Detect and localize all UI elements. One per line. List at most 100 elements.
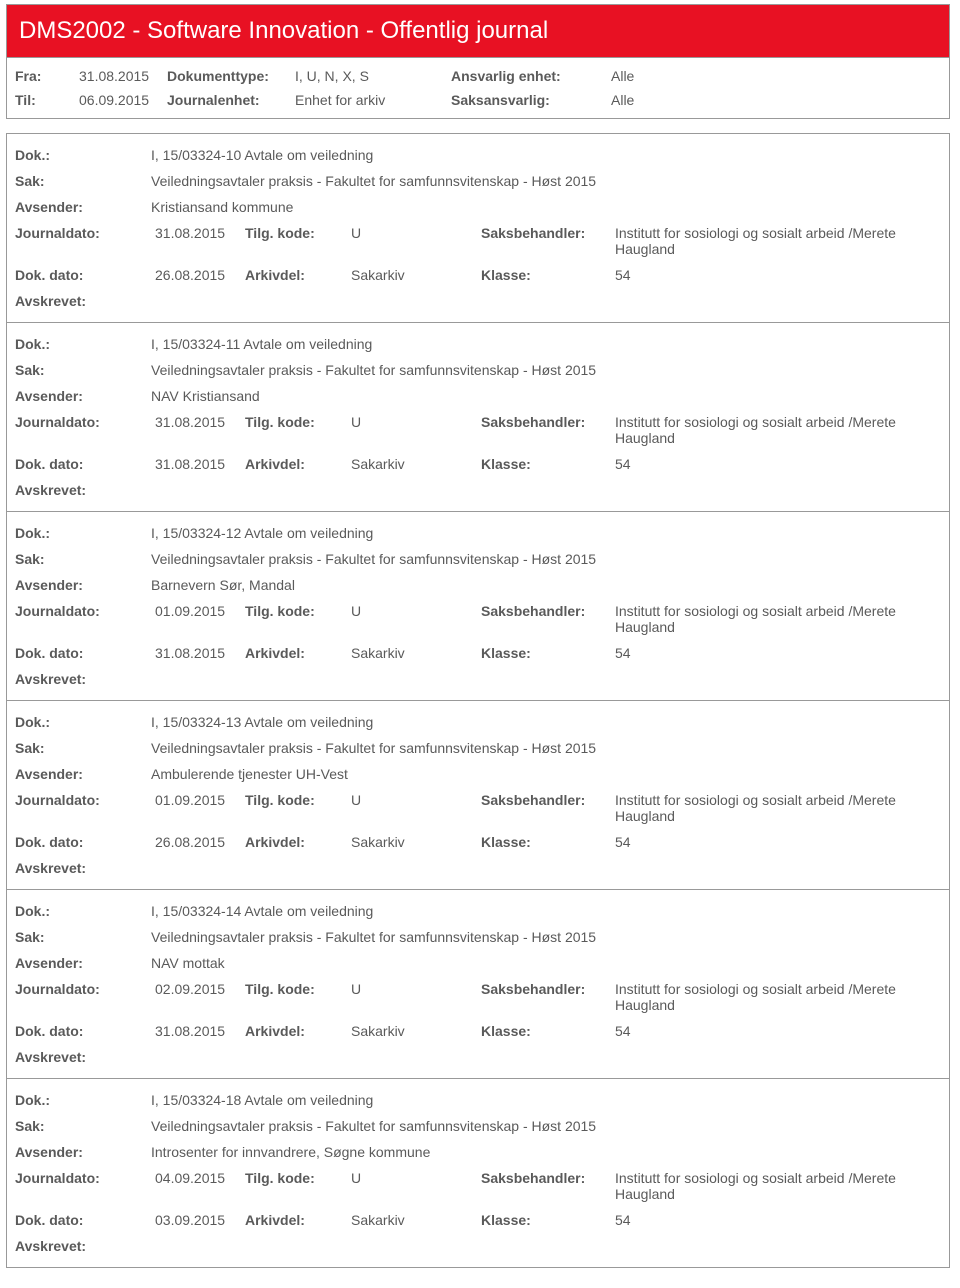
tilg-kode-value: U xyxy=(351,225,481,241)
avsender-value: NAV mottak xyxy=(151,955,225,971)
saksbehandler-value: Institutt for sosiologi og sosialt arbei… xyxy=(615,981,941,1013)
dok-dato-value: 31.08.2015 xyxy=(155,456,245,472)
dok-label: Dok.: xyxy=(15,336,151,352)
saksbehandler-label: Saksbehandler: xyxy=(481,981,615,997)
dok-label: Dok.: xyxy=(15,903,151,919)
sak-label: Sak: xyxy=(15,929,151,945)
dok-value: I, 15/03324-11 Avtale om veiledning xyxy=(151,336,372,352)
journal-entry: Dok.:I, 15/03324-14 Avtale om veiledning… xyxy=(6,890,950,1079)
dokumenttype-label: Dokumenttype: xyxy=(167,68,295,84)
sak-row: Sak:Veiledningsavtaler praksis - Fakulte… xyxy=(7,357,949,383)
saksbehandler-value: Institutt for sosiologi og sosialt arbei… xyxy=(615,792,941,824)
klasse-value: 54 xyxy=(615,645,941,661)
dok-value: I, 15/03324-14 Avtale om veiledning xyxy=(151,903,373,919)
dok-value: I, 15/03324-18 Avtale om veiledning xyxy=(151,1092,373,1108)
meta-row-2: Dok. dato:31.08.2015Arkivdel:SakarkivKla… xyxy=(7,451,949,477)
klasse-label: Klasse: xyxy=(481,267,615,283)
avsender-value: Kristiansand kommune xyxy=(151,199,293,215)
dok-label: Dok.: xyxy=(15,147,151,163)
meta-row-2: Dok. dato:03.09.2015Arkivdel:SakarkivKla… xyxy=(7,1207,949,1233)
dok-label: Dok.: xyxy=(15,714,151,730)
avskrevet-row: Avskrevet: xyxy=(7,1044,949,1070)
sak-label: Sak: xyxy=(15,551,151,567)
avsender-label: Avsender: xyxy=(15,1144,151,1160)
saksbehandler-label: Saksbehandler: xyxy=(481,414,615,430)
tilg-kode-value: U xyxy=(351,1170,481,1186)
saksbehandler-value: Institutt for sosiologi og sosialt arbei… xyxy=(615,225,941,257)
fra-value: 31.08.2015 xyxy=(79,68,167,84)
dok-row: Dok.:I, 15/03324-13 Avtale om veiledning xyxy=(7,709,949,735)
tilg-kode-label: Tilg. kode: xyxy=(245,981,351,997)
sak-row: Sak:Veiledningsavtaler praksis - Fakulte… xyxy=(7,1113,949,1139)
dok-value: I, 15/03324-13 Avtale om veiledning xyxy=(151,714,373,730)
avsender-label: Avsender: xyxy=(15,955,151,971)
sak-row: Sak:Veiledningsavtaler praksis - Fakulte… xyxy=(7,546,949,572)
sak-value: Veiledningsavtaler praksis - Fakultet fo… xyxy=(151,740,596,756)
arkivdel-value: Sakarkiv xyxy=(351,456,481,472)
avsender-row: Avsender:Ambulerende tjenester UH-Vest xyxy=(7,761,949,787)
dok-dato-label: Dok. dato: xyxy=(15,1023,155,1039)
tilg-kode-label: Tilg. kode: xyxy=(245,603,351,619)
til-label: Til: xyxy=(15,92,79,108)
klasse-value: 54 xyxy=(615,834,941,850)
tilg-kode-label: Tilg. kode: xyxy=(245,414,351,430)
arkivdel-value: Sakarkiv xyxy=(351,834,481,850)
arkivdel-label: Arkivdel: xyxy=(245,645,351,661)
saksbehandler-label: Saksbehandler: xyxy=(481,225,615,241)
saksbehandler-label: Saksbehandler: xyxy=(481,603,615,619)
saksbehandler-label: Saksbehandler: xyxy=(481,1170,615,1186)
dok-value: I, 15/03324-10 Avtale om veiledning xyxy=(151,147,373,163)
tilg-kode-value: U xyxy=(351,981,481,997)
saksbehandler-value: Institutt for sosiologi og sosialt arbei… xyxy=(615,603,941,635)
klasse-label: Klasse: xyxy=(481,1212,615,1228)
tilg-kode-label: Tilg. kode: xyxy=(245,225,351,241)
page-title: DMS2002 - Software Innovation - Offentli… xyxy=(19,17,548,44)
klasse-label: Klasse: xyxy=(481,645,615,661)
meta-row-1: Journaldato:02.09.2015Tilg. kode:USaksbe… xyxy=(7,976,949,1018)
arkivdel-value: Sakarkiv xyxy=(351,267,481,283)
dok-dato-label: Dok. dato: xyxy=(15,834,155,850)
meta-row-1: Journaldato:01.09.2015Tilg. kode:USaksbe… xyxy=(7,787,949,829)
tilg-kode-value: U xyxy=(351,603,481,619)
avskrevet-row: Avskrevet: xyxy=(7,288,949,314)
avsender-row: Avsender:Barnevern Sør, Mandal xyxy=(7,572,949,598)
avskrevet-label: Avskrevet: xyxy=(15,1238,151,1254)
avsender-row: Avsender:Introsenter for innvandrere, Sø… xyxy=(7,1139,949,1165)
saksansvarlig-label: Saksansvarlig: xyxy=(451,92,611,108)
saksbehandler-label: Saksbehandler: xyxy=(481,792,615,808)
avsender-label: Avsender: xyxy=(15,577,151,593)
avskrevet-row: Avskrevet: xyxy=(7,1233,949,1259)
sak-label: Sak: xyxy=(15,362,151,378)
saksansvarlig-value: Alle xyxy=(611,92,634,108)
sak-row: Sak:Veiledningsavtaler praksis - Fakulte… xyxy=(7,168,949,194)
journalenhet-value: Enhet for arkiv xyxy=(295,92,451,108)
arkivdel-value: Sakarkiv xyxy=(351,645,481,661)
meta-row-1: Journaldato:01.09.2015Tilg. kode:USaksbe… xyxy=(7,598,949,640)
tilg-kode-value: U xyxy=(351,414,481,430)
entries-container: Dok.:I, 15/03324-10 Avtale om veiledning… xyxy=(4,133,956,1268)
avsender-row: Avsender:NAV Kristiansand xyxy=(7,383,949,409)
dok-dato-value: 31.08.2015 xyxy=(155,645,245,661)
avskrevet-label: Avskrevet: xyxy=(15,482,151,498)
sak-value: Veiledningsavtaler praksis - Fakultet fo… xyxy=(151,929,596,945)
meta-row-1: Journaldato:31.08.2015Tilg. kode:USaksbe… xyxy=(7,409,949,451)
journaldato-value: 01.09.2015 xyxy=(155,792,245,808)
avskrevet-row: Avskrevet: xyxy=(7,855,949,881)
ansvarlig-enhet-label: Ansvarlig enhet: xyxy=(451,68,611,84)
journaldato-value: 31.08.2015 xyxy=(155,414,245,430)
sak-value: Veiledningsavtaler praksis - Fakultet fo… xyxy=(151,1118,596,1134)
saksbehandler-value: Institutt for sosiologi og sosialt arbei… xyxy=(615,414,941,446)
meta-row-1: Journaldato:04.09.2015Tilg. kode:USaksbe… xyxy=(7,1165,949,1207)
avsender-label: Avsender: xyxy=(15,199,151,215)
sak-value: Veiledningsavtaler praksis - Fakultet fo… xyxy=(151,173,596,189)
avskrevet-label: Avskrevet: xyxy=(15,860,151,876)
sak-value: Veiledningsavtaler praksis - Fakultet fo… xyxy=(151,362,596,378)
filters-panel: Fra: 31.08.2015 Dokumenttype: I, U, N, X… xyxy=(6,58,950,119)
avsender-row: Avsender:Kristiansand kommune xyxy=(7,194,949,220)
meta-row-2: Dok. dato:31.08.2015Arkivdel:SakarkivKla… xyxy=(7,640,949,666)
dok-dato-label: Dok. dato: xyxy=(15,267,155,283)
avsender-label: Avsender: xyxy=(15,388,151,404)
arkivdel-label: Arkivdel: xyxy=(245,456,351,472)
filters-row-2: Til: 06.09.2015 Journalenhet: Enhet for … xyxy=(7,88,949,112)
dok-label: Dok.: xyxy=(15,1092,151,1108)
